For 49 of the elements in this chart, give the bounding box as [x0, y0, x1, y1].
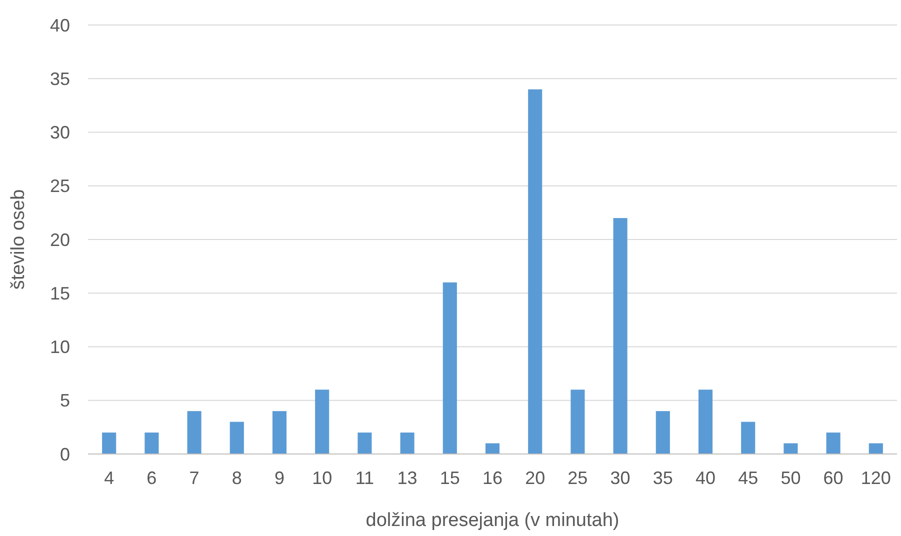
x-tick-label: 120 [860, 468, 891, 488]
bar [400, 432, 414, 454]
y-tick-label: 25 [50, 176, 70, 196]
bar [698, 390, 713, 454]
x-tick-label: 16 [482, 468, 503, 488]
x-tick-label: 6 [146, 468, 157, 488]
x-tick-label: 8 [232, 468, 242, 488]
bar [741, 422, 756, 454]
x-tick-label: 20 [525, 468, 546, 488]
x-tick-label: 35 [652, 468, 673, 488]
x-tick-label: 60 [823, 468, 844, 488]
x-tick-label: 9 [274, 468, 284, 488]
y-tick-label: 10 [50, 337, 70, 358]
bar [784, 443, 798, 454]
y-tick-label: 30 [50, 122, 70, 143]
y-tick-label: 5 [60, 390, 70, 411]
x-tick-label: 7 [189, 468, 200, 488]
bar [613, 218, 628, 454]
bar [144, 432, 159, 454]
x-axis-title: dolžina presejanja (v minutah) [366, 510, 620, 531]
x-tick-label: 40 [695, 468, 716, 488]
bar [272, 411, 287, 454]
y-tick-label: 20 [50, 230, 70, 250]
bar [826, 432, 840, 454]
bar [187, 411, 202, 454]
x-tick-label: 45 [738, 468, 758, 488]
bar [656, 411, 670, 454]
x-tick-label: 50 [780, 468, 801, 488]
bar [570, 390, 585, 454]
bar [102, 432, 116, 454]
bar [230, 422, 244, 454]
x-tick-label: 15 [440, 468, 460, 488]
bar [442, 282, 457, 454]
y-axis-title: število oseb [8, 189, 29, 290]
bar [868, 443, 883, 454]
x-tick-label: 13 [397, 468, 418, 488]
bar [528, 89, 542, 454]
x-tick-label: 30 [610, 468, 630, 488]
y-tick-label: 0 [60, 444, 70, 464]
bar [485, 443, 500, 454]
bar [358, 432, 372, 454]
x-tick-label: 10 [312, 468, 332, 488]
y-tick-label: 35 [50, 68, 70, 89]
bar [315, 390, 330, 454]
y-tick-label: 15 [50, 283, 70, 304]
x-tick-label: 11 [355, 468, 374, 488]
x-tick-label: 25 [568, 468, 588, 488]
x-tick-label: 4 [104, 468, 114, 488]
y-tick-label: 40 [50, 15, 70, 36]
